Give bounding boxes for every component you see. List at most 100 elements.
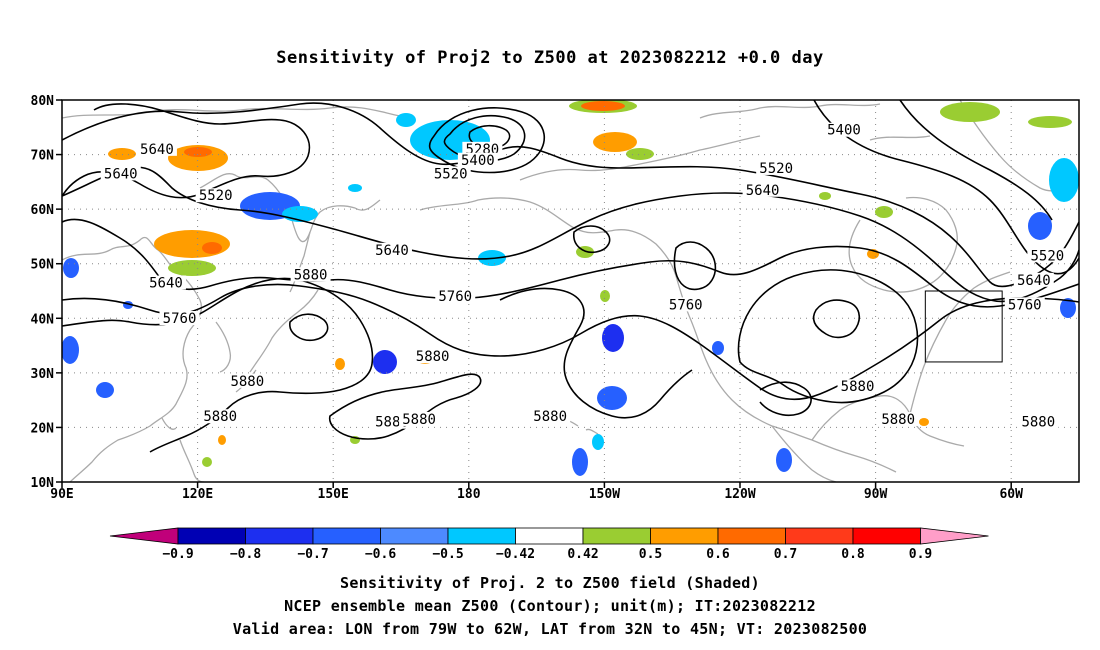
shade-blob <box>581 101 625 111</box>
contour-label-bg <box>195 188 236 203</box>
contour-line <box>328 373 482 440</box>
contour-label-bg <box>878 411 919 426</box>
contour-label-bg <box>227 373 268 388</box>
shade-blob <box>202 242 222 254</box>
shade-blob <box>373 350 397 374</box>
caption-line-2: NCEP ensemble mean Z500 (Contour); unit(… <box>284 597 816 615</box>
colorbar-swatch <box>447 527 516 545</box>
colorbar-label: −0.9 <box>162 547 193 562</box>
contour-label: 5640 <box>140 142 174 158</box>
shade-blob <box>592 434 604 450</box>
coastline-east-asia <box>62 236 203 482</box>
colorbar-label: −0.8 <box>230 547 261 562</box>
coastline-korea <box>215 321 232 373</box>
shade-blob <box>600 290 610 302</box>
colorbar-swatch <box>380 527 449 545</box>
coastline-siberia <box>62 106 401 119</box>
contour-label: 5520 <box>1031 248 1065 264</box>
colorbar-label: −0.6 <box>365 547 396 562</box>
shade-blob <box>1049 158 1079 202</box>
shade-blob <box>776 448 792 472</box>
shade-blob <box>108 148 136 160</box>
shade-blob <box>712 341 724 355</box>
shade-blob <box>819 192 831 200</box>
lat-label: 70N <box>31 149 55 164</box>
contour-label-bg <box>290 267 331 282</box>
colorbar-swatch <box>852 527 921 545</box>
valid-area-box <box>924 290 1003 363</box>
lat-label: 80N <box>31 94 55 109</box>
contour-label-bg <box>756 160 797 175</box>
contour-label-bg <box>823 122 864 137</box>
lat-label: 10N <box>31 476 55 491</box>
colorbar-label: 0.7 <box>774 547 797 562</box>
shade-blob <box>184 147 212 157</box>
colorbar-swatch <box>515 527 584 545</box>
colorbar-swatch <box>717 527 786 545</box>
contour-label-bg <box>159 311 200 326</box>
shade-blob <box>202 457 212 467</box>
contour-label-bg <box>145 275 186 290</box>
lon-label: 180 <box>457 487 481 502</box>
colorbar-swatch <box>312 527 381 545</box>
contour-label-bg <box>371 242 412 257</box>
lon-label: 90E <box>50 487 73 502</box>
lat-label: 40N <box>31 312 55 327</box>
colorbar-high-arrow <box>920 527 989 545</box>
colorbar-label: 0.6 <box>706 547 730 562</box>
contour-label: 5520 <box>759 161 793 177</box>
shade-blob <box>597 386 627 410</box>
contour-label: 5400 <box>461 153 495 169</box>
caption-line-1: Sensitivity of Proj. 2 to Z500 field (Sh… <box>340 574 760 592</box>
contour-line <box>673 241 717 291</box>
lat-label: 60N <box>31 203 55 218</box>
coastline-kamchatka <box>199 173 381 243</box>
contour-line <box>289 313 329 342</box>
lon-label: 150W <box>589 487 620 502</box>
contour-label: 5880 <box>230 374 264 390</box>
contour-label-bg <box>200 409 241 424</box>
contour-label: 5520 <box>434 166 468 182</box>
coastline-alaska-north <box>519 135 761 181</box>
colorbar-low-arrow <box>109 527 179 545</box>
contour-line <box>813 100 1079 275</box>
colorbar-swatch <box>177 527 246 545</box>
contour-label: 5880 <box>881 412 915 428</box>
lat-label: 30N <box>31 367 55 382</box>
contour-label: 5880 <box>203 409 237 425</box>
contour-line <box>499 287 693 419</box>
shade-blob <box>919 418 929 426</box>
contour-label: 5640 <box>1017 273 1051 289</box>
contour-label: 5760 <box>1008 297 1042 313</box>
contour-label: 5760 <box>163 311 197 327</box>
contour-label-bg <box>100 166 141 181</box>
contour-line <box>573 225 611 254</box>
contour-line <box>812 299 861 339</box>
contour-line <box>759 381 812 417</box>
shade-blob <box>602 324 624 352</box>
shade-blob <box>572 448 588 476</box>
lat-label: 20N <box>31 421 55 436</box>
shade-blob <box>168 145 228 171</box>
shade-blob <box>1060 298 1076 318</box>
lon-label: 60W <box>999 487 1023 502</box>
coastline-us-east <box>909 271 1011 415</box>
colorbar-swatch <box>245 527 314 545</box>
shade-blob <box>875 206 893 218</box>
shade-blob <box>335 358 345 370</box>
contour-label-bg <box>742 182 783 197</box>
colorbar-swatch <box>582 527 651 545</box>
contour-label-bg <box>1013 272 1054 287</box>
lat-label: 50N <box>31 258 55 273</box>
contour-line <box>62 218 1079 308</box>
colorbar: −0.9 −0.8 −0.7 −0.6 −0.5 −0.42 0.42 0.5 0.6 0.7 0.… <box>109 527 989 562</box>
shade-blob <box>168 260 216 276</box>
contour-label: 5880 <box>533 409 567 425</box>
contour-label: 5880 <box>294 267 328 283</box>
contour-label: 5640 <box>149 276 183 292</box>
shade-blob <box>593 132 637 152</box>
shade-blob <box>96 382 114 398</box>
contour-label-bg <box>462 141 503 156</box>
